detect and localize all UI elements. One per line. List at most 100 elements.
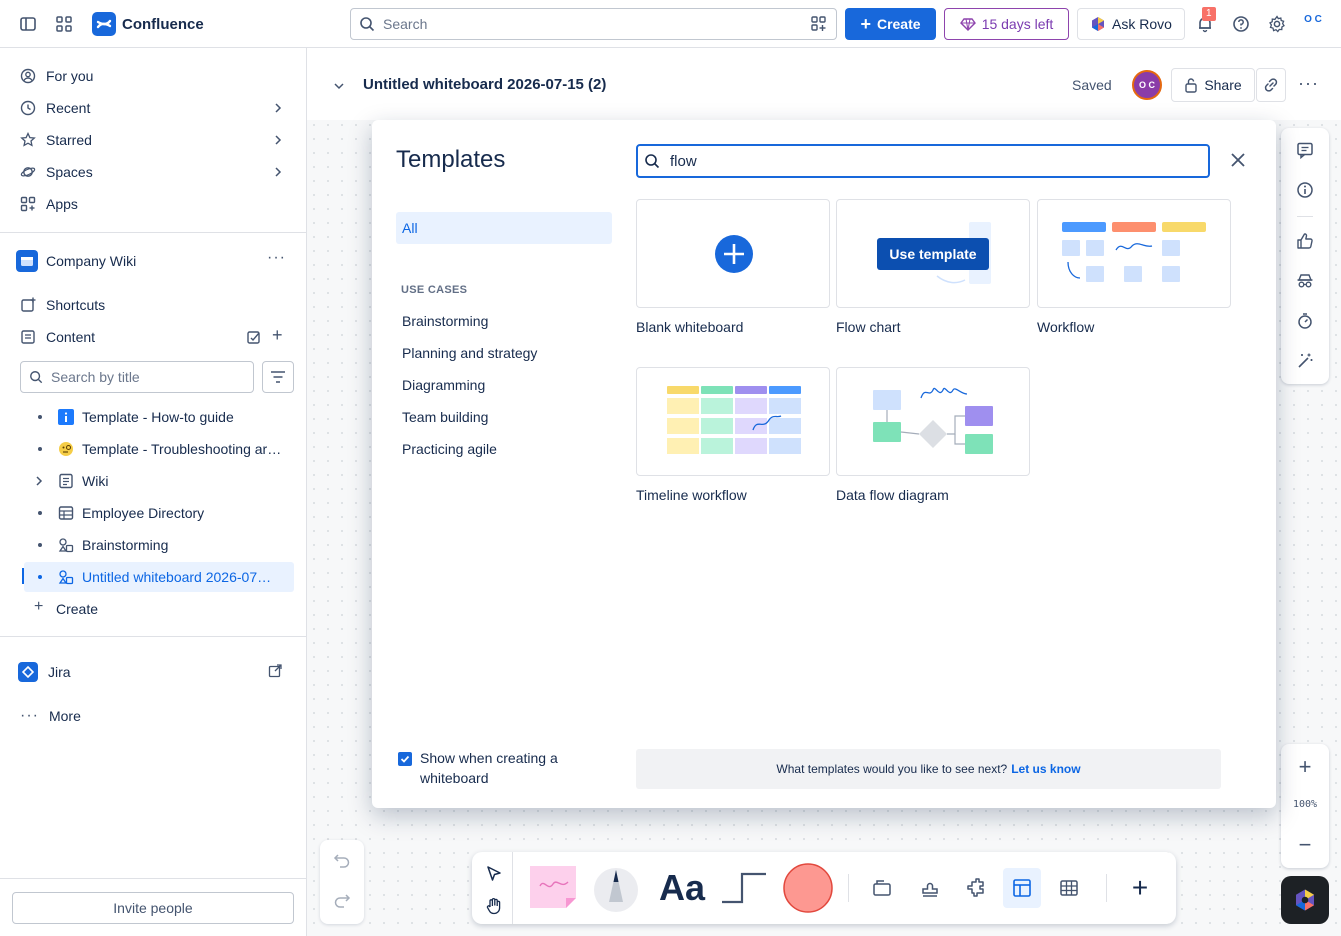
help-icon[interactable] <box>1229 12 1253 36</box>
use-template-button[interactable]: Use template <box>877 238 989 270</box>
sidebar-item-for-you[interactable]: For you <box>20 62 292 90</box>
template-card-workflow[interactable] <box>1037 199 1231 308</box>
hand-pan-icon[interactable] <box>480 892 508 920</box>
trial-button[interactable]: 15 days left <box>944 8 1069 40</box>
category-all[interactable]: All <box>396 212 612 244</box>
collaborator-avatar[interactable]: O C <box>1132 70 1162 100</box>
zoom-level[interactable]: 100% <box>1292 799 1318 810</box>
search-icon <box>645 154 660 169</box>
tree-item-label: Template - How-to guide <box>82 409 234 425</box>
category-team-building[interactable]: Team building <box>402 409 489 425</box>
sidebar-item-jira[interactable]: Jira <box>18 658 290 686</box>
create-button[interactable]: + Create <box>845 8 936 40</box>
bullet-icon <box>38 447 42 451</box>
tree-item-how-to-guide[interactable]: Template - How-to guide <box>24 402 294 432</box>
sticky-note-icon[interactable] <box>526 862 580 912</box>
content-edit-icon[interactable] <box>246 329 262 348</box>
chevron-right-icon[interactable] <box>272 101 284 118</box>
tree-create-button[interactable]: + Create <box>24 594 294 624</box>
stamp-icon[interactable] <box>918 876 942 900</box>
sidebar-item-content[interactable]: Content + <box>20 323 292 351</box>
sidebar-item-spaces[interactable]: Spaces <box>20 158 292 186</box>
tree-item-brainstorming[interactable]: Brainstorming <box>24 530 294 560</box>
frame-icon[interactable] <box>870 876 894 900</box>
chevron-right-icon[interactable] <box>272 165 284 182</box>
tree-item-troubleshooting[interactable]: Template - Troubleshooting article <box>24 434 294 464</box>
space-more-icon[interactable]: ··· <box>267 249 286 266</box>
templates-icon[interactable] <box>1003 868 1041 908</box>
template-card-blank-whiteboard[interactable] <box>636 199 830 308</box>
table-icon[interactable] <box>1057 876 1081 900</box>
select-cursor-icon[interactable] <box>480 860 508 888</box>
show-on-create-option[interactable]: Show when creating a whiteboard <box>398 748 598 788</box>
chevron-right-icon[interactable] <box>272 133 284 150</box>
create-label: Create <box>56 601 99 617</box>
apps-puzzle-icon[interactable] <box>964 876 988 900</box>
search-filter-icon[interactable] <box>810 15 828 36</box>
more-options-icon[interactable]: ··· <box>1298 73 1319 93</box>
info-circle-icon[interactable] <box>1293 178 1317 202</box>
sidebar-item-recent[interactable]: Recent <box>20 94 292 122</box>
tree-item-label: Wiki <box>82 473 109 489</box>
tree-item-untitled-whiteboard[interactable]: Untitled whiteboard 2026-07-15 (2) <box>24 562 294 592</box>
template-card-flow-chart[interactable]: Use template <box>836 199 1030 308</box>
let-us-know-link[interactable]: Let us know <box>1011 762 1081 776</box>
external-link-icon[interactable] <box>268 664 282 681</box>
sidebar-item-more[interactable]: ··· More <box>20 702 292 730</box>
template-search-input[interactable] <box>670 152 1170 170</box>
sidebar-toggle-icon[interactable] <box>16 12 40 36</box>
template-card-data-flow-diagram[interactable] <box>836 367 1030 476</box>
search-icon <box>360 17 375 32</box>
pen-tool-icon[interactable] <box>592 862 640 912</box>
settings-gear-icon[interactable] <box>1265 12 1289 36</box>
search-icon <box>30 371 43 384</box>
shape-circle-icon[interactable] <box>780 860 836 916</box>
comment-icon[interactable] <box>1293 138 1317 162</box>
profile-avatar[interactable]: O C <box>1300 14 1326 34</box>
redo-icon[interactable] <box>333 892 351 911</box>
app-switcher-icon[interactable] <box>52 12 76 36</box>
add-more-icon[interactable]: + <box>1131 872 1149 903</box>
collaborator-initials: O C <box>1138 80 1155 90</box>
copy-link-button[interactable] <box>1256 68 1286 102</box>
top-navigation: Confluence Search + Create 15 days left … <box>0 0 1341 48</box>
invite-people-button[interactable]: Invite people <box>12 892 294 924</box>
like-icon[interactable] <box>1293 229 1317 253</box>
space-company-wiki[interactable]: Company Wiki ··· <box>16 247 292 275</box>
zoom-in-icon[interactable]: + <box>1298 754 1312 779</box>
text-tool[interactable]: Aa <box>658 867 706 908</box>
category-planning-and-strategy[interactable]: Planning and strategy <box>402 345 538 361</box>
rovo-chat-button[interactable] <box>1281 876 1329 924</box>
page-title[interactable]: Untitled whiteboard 2026-07-15 (2) <box>363 76 607 93</box>
star-icon <box>20 132 36 147</box>
timer-icon[interactable] <box>1293 309 1317 333</box>
template-search-field[interactable] <box>636 144 1210 178</box>
incognito-icon[interactable] <box>1293 269 1317 293</box>
tree-item-label: Template - Troubleshooting article <box>82 441 282 457</box>
close-modal-button[interactable] <box>1228 150 1248 170</box>
tree-item-employee-directory[interactable]: Employee Directory <box>24 498 294 528</box>
global-search[interactable]: Search <box>350 8 837 40</box>
sidebar-item-starred[interactable]: Starred <box>20 126 292 154</box>
template-card-timeline-workflow[interactable] <box>636 367 830 476</box>
collapse-chevron-icon[interactable] <box>333 78 345 94</box>
show-on-create-checkbox[interactable] <box>398 752 412 766</box>
chevron-right-icon[interactable] <box>34 474 44 491</box>
content-add-icon[interactable]: + <box>272 325 283 345</box>
connector-line-icon[interactable] <box>718 868 770 908</box>
magic-wand-icon[interactable] <box>1293 349 1317 373</box>
confluence-logo[interactable]: Confluence <box>92 12 204 36</box>
share-button[interactable]: Share <box>1171 68 1255 102</box>
undo-icon[interactable] <box>333 852 351 871</box>
category-diagramming[interactable]: Diagramming <box>402 377 486 393</box>
sidebar-item-label: Spaces <box>46 164 93 180</box>
category-practicing-agile[interactable]: Practicing agile <box>402 441 497 457</box>
filter-button[interactable] <box>262 361 294 393</box>
search-by-title-input[interactable]: Search by title <box>20 361 254 393</box>
sidebar-item-shortcuts[interactable]: Shortcuts <box>20 291 292 319</box>
category-brainstorming[interactable]: Brainstorming <box>402 313 489 329</box>
zoom-out-icon[interactable]: − <box>1298 832 1312 857</box>
sidebar-item-apps[interactable]: Apps <box>20 190 292 218</box>
tree-item-wiki[interactable]: Wiki <box>24 466 294 496</box>
ask-rovo-button[interactable]: Ask Rovo <box>1077 8 1185 40</box>
